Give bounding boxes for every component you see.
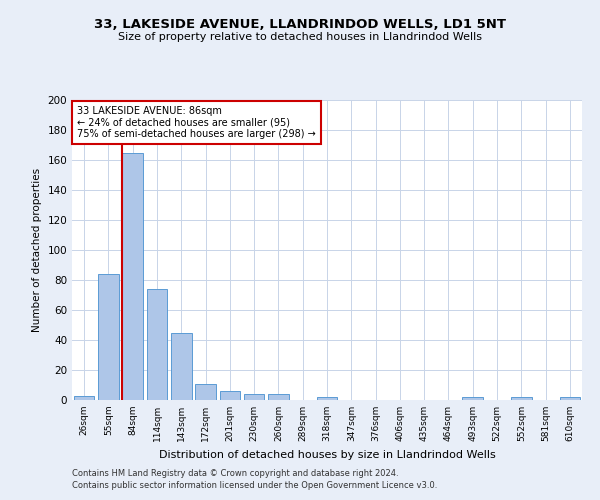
Bar <box>171 332 191 400</box>
Bar <box>146 289 167 400</box>
Bar <box>244 394 265 400</box>
Bar <box>560 397 580 400</box>
Bar <box>268 394 289 400</box>
Bar <box>74 396 94 400</box>
Bar <box>511 397 532 400</box>
Bar <box>98 274 119 400</box>
Bar <box>317 397 337 400</box>
Bar <box>122 152 143 400</box>
Bar <box>220 391 240 400</box>
Y-axis label: Number of detached properties: Number of detached properties <box>32 168 42 332</box>
Bar <box>463 397 483 400</box>
Text: 33 LAKESIDE AVENUE: 86sqm
← 24% of detached houses are smaller (95)
75% of semi-: 33 LAKESIDE AVENUE: 86sqm ← 24% of detac… <box>77 106 316 139</box>
Bar <box>195 384 216 400</box>
Text: Contains public sector information licensed under the Open Government Licence v3: Contains public sector information licen… <box>72 481 437 490</box>
Text: 33, LAKESIDE AVENUE, LLANDRINDOD WELLS, LD1 5NT: 33, LAKESIDE AVENUE, LLANDRINDOD WELLS, … <box>94 18 506 30</box>
Text: Size of property relative to detached houses in Llandrindod Wells: Size of property relative to detached ho… <box>118 32 482 42</box>
X-axis label: Distribution of detached houses by size in Llandrindod Wells: Distribution of detached houses by size … <box>158 450 496 460</box>
Text: Contains HM Land Registry data © Crown copyright and database right 2024.: Contains HM Land Registry data © Crown c… <box>72 468 398 477</box>
